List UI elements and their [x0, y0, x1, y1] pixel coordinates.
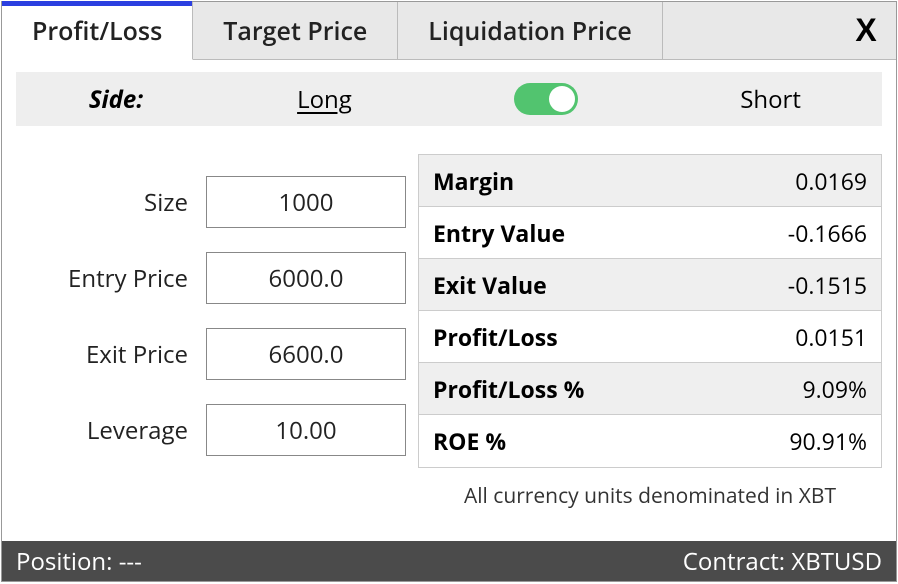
input-row-entry-price: Entry Price: [16, 252, 406, 304]
size-label: Size: [144, 186, 188, 219]
results-footnote: All currency units denominated in XBT: [418, 482, 882, 510]
tab-target-price[interactable]: Target Price: [193, 2, 398, 60]
result-key: Profit/Loss: [433, 321, 795, 353]
result-key: ROE %: [433, 425, 789, 457]
input-row-leverage: Leverage: [16, 404, 406, 456]
close-icon: X: [855, 12, 876, 49]
contract-value: XBTUSD: [791, 545, 882, 578]
tab-label: Target Price: [223, 14, 367, 48]
result-value: 0.0151: [795, 321, 867, 353]
status-position: Position: ---: [16, 545, 142, 578]
toggle-knob-icon: [549, 86, 575, 112]
side-option-short[interactable]: Short: [740, 83, 801, 116]
result-key: Exit Value: [433, 269, 788, 301]
leverage-input[interactable]: [206, 404, 406, 456]
side-selector: Side: Long Short: [16, 72, 882, 126]
side-option-long[interactable]: Long: [297, 83, 352, 116]
inputs-column: Size Entry Price Exit Price Leverage: [16, 154, 406, 541]
calculator-panel: Profit/Loss Target Price Liquidation Pri…: [1, 1, 897, 582]
result-key: Entry Value: [433, 217, 788, 249]
result-row: ROE %90.91%: [419, 415, 881, 467]
exit-price-input[interactable]: [206, 328, 406, 380]
result-row: Profit/Loss %9.09%: [419, 363, 881, 415]
side-label: Side:: [16, 83, 216, 116]
results-table: Margin0.0169Entry Value-0.1666Exit Value…: [418, 154, 882, 468]
input-row-exit-price: Exit Price: [16, 328, 406, 380]
side-toggle[interactable]: [514, 83, 578, 115]
input-row-size: Size: [16, 176, 406, 228]
tab-liquidation-price[interactable]: Liquidation Price: [398, 2, 662, 60]
tab-label: Liquidation Price: [428, 14, 631, 48]
status-contract: Contract: XBTUSD: [683, 545, 882, 578]
leverage-label: Leverage: [87, 414, 188, 447]
result-value: 0.0169: [795, 165, 867, 197]
entry-price-input[interactable]: [206, 252, 406, 304]
tab-bar: Profit/Loss Target Price Liquidation Pri…: [2, 2, 896, 60]
tab-spacer: [663, 2, 836, 60]
position-label: Position:: [16, 545, 112, 578]
result-row: Exit Value-0.1515: [419, 259, 881, 311]
tab-label: Profit/Loss: [32, 14, 162, 48]
close-button[interactable]: X: [836, 2, 896, 60]
result-value: -0.1666: [788, 217, 867, 249]
result-key: Profit/Loss %: [433, 373, 802, 405]
result-key: Margin: [433, 165, 795, 197]
content-area: Size Entry Price Exit Price Leverage Mar…: [2, 126, 896, 541]
tab-profit-loss[interactable]: Profit/Loss: [2, 2, 193, 60]
side-options: Long Short: [216, 83, 882, 116]
result-row: Margin0.0169: [419, 155, 881, 207]
result-row: Profit/Loss0.0151: [419, 311, 881, 363]
results-column: Margin0.0169Entry Value-0.1666Exit Value…: [418, 154, 882, 541]
exit-price-label: Exit Price: [86, 338, 188, 371]
result-row: Entry Value-0.1666: [419, 207, 881, 259]
contract-label: Contract:: [683, 545, 785, 578]
position-value: ---: [119, 545, 142, 578]
status-bar: Position: --- Contract: XBTUSD: [2, 541, 896, 581]
result-value: 9.09%: [802, 373, 867, 405]
entry-price-label: Entry Price: [68, 262, 188, 295]
size-input[interactable]: [206, 176, 406, 228]
result-value: -0.1515: [788, 269, 867, 301]
result-value: 90.91%: [789, 425, 867, 457]
